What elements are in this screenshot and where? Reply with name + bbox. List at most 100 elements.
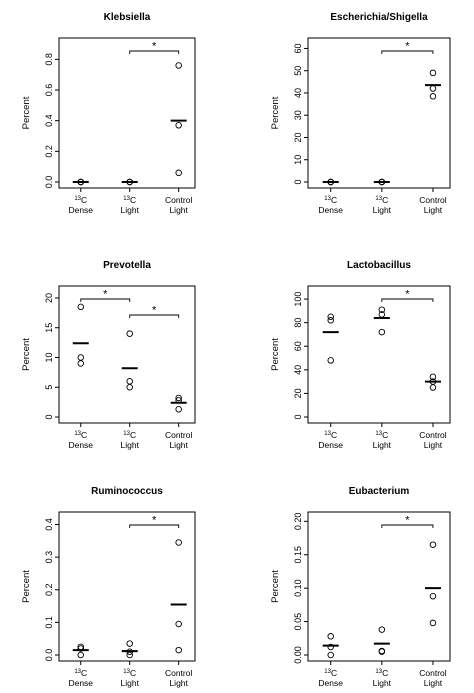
y-axis-label: Percent <box>21 96 32 129</box>
data-point <box>429 373 437 381</box>
data-point <box>327 651 334 659</box>
isotope-letter: C <box>81 430 87 440</box>
plot-frame <box>58 511 196 662</box>
x-tick-label-line1: Control <box>165 195 193 205</box>
x-tick-label-line1: 13C <box>123 430 136 440</box>
x-tick-label-line2: Dense <box>68 678 93 688</box>
y-axis-label: Percent <box>21 338 32 371</box>
y-tick-label: 0.0 <box>44 649 54 662</box>
x-tick-label-line1: 13C <box>123 195 136 205</box>
y-tick-label: 80 <box>293 318 303 328</box>
x-tick-label-line1: 13C <box>324 195 337 205</box>
chart-panel: Ruminococcus0.00.10.20.30.4Percent13CDen… <box>21 486 196 688</box>
significance-bracket <box>80 298 131 302</box>
significance-star: * <box>405 289 410 301</box>
chart-title: Prevotella <box>103 260 151 271</box>
plot-frame <box>307 37 451 189</box>
x-tick-label-line1: Control <box>165 430 193 440</box>
y-tick-label: 20 <box>293 388 303 398</box>
x-tick-label-line1: 13C <box>324 668 337 678</box>
isotope-superscript: 13 <box>375 431 382 437</box>
data-point <box>378 626 386 633</box>
significance-bracket <box>129 314 180 318</box>
significance-bracket <box>381 298 434 302</box>
x-tick-label-line2: Light <box>121 440 140 450</box>
significance-bracket <box>129 50 180 54</box>
x-tick-label-line2: Dense <box>318 678 343 688</box>
y-tick-label: 0.3 <box>44 551 54 564</box>
y-axis-label: Percent <box>21 570 32 603</box>
y-axis-label: Percent <box>270 570 281 603</box>
y-tick-label: 0.0 <box>44 176 54 189</box>
y-tick-label: 0.2 <box>44 145 54 158</box>
x-tick-label-line2: Light <box>373 440 392 450</box>
y-tick-label: 0 <box>293 414 303 419</box>
x-tick-label-line2: Dense <box>318 205 343 215</box>
isotope-letter: C <box>382 195 388 205</box>
data-point <box>77 303 85 311</box>
x-tick-label-line2: Light <box>424 205 443 215</box>
x-tick-label-line2: Light <box>121 678 140 688</box>
data-point <box>378 328 386 336</box>
y-tick-label: 0.00 <box>293 646 303 664</box>
x-tick-label-line2: Light <box>424 678 443 688</box>
x-tick-label-line1: 13C <box>375 430 388 440</box>
chart-panel: Lactobacillus020406080100Percent13CDense… <box>270 260 451 450</box>
data-point <box>429 384 437 391</box>
data-point <box>378 306 386 313</box>
data-point <box>175 646 182 654</box>
x-tick-label-line1: 13C <box>375 668 388 678</box>
y-tick-label: 50 <box>293 66 303 76</box>
data-point <box>378 648 386 655</box>
chart-title: Klebsiella <box>104 12 151 23</box>
chart-title: Lactobacillus <box>347 260 411 271</box>
data-point <box>77 354 85 361</box>
significance-bracket <box>381 50 434 54</box>
x-tick-label-line1: 13C <box>74 668 87 678</box>
chart-title: Eubacterium <box>349 486 410 497</box>
data-point <box>327 313 334 321</box>
data-point <box>77 651 85 659</box>
y-tick-label: 0.20 <box>293 513 303 531</box>
isotope-superscript: 13 <box>375 196 382 202</box>
x-tick-label-line2: Dense <box>68 440 93 450</box>
data-point <box>175 394 182 402</box>
significance-bracket <box>381 524 434 528</box>
y-tick-label: 0.4 <box>44 518 54 531</box>
data-point <box>327 357 334 364</box>
significance-star: * <box>405 515 410 527</box>
data-point <box>126 378 133 385</box>
isotope-letter: C <box>382 668 388 678</box>
y-axis-label: Percent <box>270 96 281 129</box>
data-point <box>126 330 133 337</box>
plot-frame <box>307 511 451 662</box>
x-tick-label-line2: Light <box>373 678 392 688</box>
y-tick-label: 10 <box>293 155 303 165</box>
isotope-letter: C <box>382 430 388 440</box>
data-point <box>175 62 182 69</box>
data-point <box>429 69 437 77</box>
isotope-superscript: 13 <box>123 196 130 202</box>
data-point <box>429 93 437 100</box>
isotope-superscript: 13 <box>123 669 130 675</box>
data-point <box>126 383 133 391</box>
x-tick-label-line2: Dense <box>318 440 343 450</box>
isotope-letter: C <box>331 430 337 440</box>
y-tick-label: 10 <box>44 352 54 362</box>
isotope-superscript: 13 <box>123 431 130 437</box>
x-tick-label-line1: 13C <box>74 430 87 440</box>
isotope-letter: C <box>130 430 136 440</box>
chart-panel: Eubacterium 0.00 0.05 0.10 0.15 0.20 Percent 13… <box>270 486 451 688</box>
isotope-superscript: 13 <box>324 431 331 437</box>
isotope-letter: C <box>331 195 337 205</box>
isotope-superscript: 13 <box>324 196 331 202</box>
x-tick-label-line1: Control <box>419 668 447 678</box>
chart-title: Ruminococcus <box>91 486 163 497</box>
data-point <box>175 169 182 177</box>
y-tick-label: 100 <box>293 292 303 307</box>
x-tick-label-line1: Control <box>165 668 193 678</box>
isotope-superscript: 13 <box>74 196 81 202</box>
x-tick-label-line1: 13C <box>123 668 136 678</box>
y-tick-label: 20 <box>44 293 54 303</box>
